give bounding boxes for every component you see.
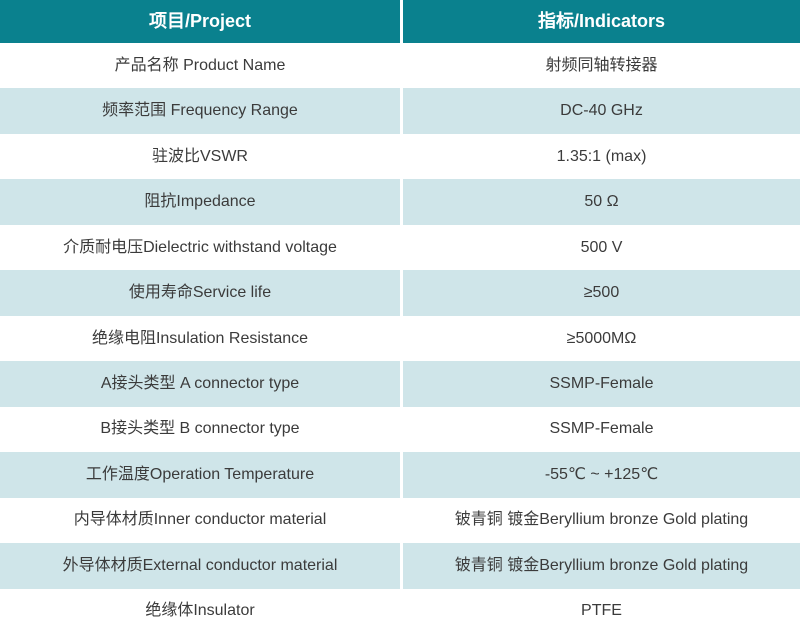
- indicator-cell: 射频同轴转接器: [400, 43, 800, 89]
- indicator-cell: 铍青铜 镀金Beryllium bronze Gold plating: [400, 543, 800, 589]
- project-cell: 内导体材质Inner conductor material: [73, 511, 327, 529]
- indicator-cell: 500 V: [400, 224, 800, 271]
- indicator-cell: DC-40 GHz: [400, 88, 800, 134]
- project-cell: A接头类型 A connector type: [100, 375, 300, 393]
- table-row: 绝缘电阻Insulation Resistance ≥5000MΩ: [0, 315, 800, 362]
- table-row: 驻波比VSWR 1.35:1 (max): [0, 133, 800, 180]
- table-row: 绝缘体Insulator PTFE: [0, 588, 800, 634]
- project-cell: B接头类型 B connector type: [100, 420, 300, 438]
- project-cell: 产品名称 Product Name: [114, 56, 286, 74]
- table-row: 工作温度Operation Temperature -55℃ ~ +125℃: [0, 452, 800, 498]
- table-row: 内导体材质Inner conductor material 铍青铜 镀金Bery…: [0, 497, 800, 544]
- table-row: 频率范围 Frequency Range DC-40 GHz: [0, 88, 800, 134]
- indicator-cell: 50 Ω: [400, 179, 800, 225]
- indicator-cell: SSMP-Female: [400, 406, 800, 453]
- indicator-cell: PTFE: [400, 588, 800, 634]
- indicator-cell: ≥500: [400, 270, 800, 316]
- header-project: 项目/Project: [148, 11, 252, 32]
- table-row: B接头类型 B connector type SSMP-Female: [0, 406, 800, 453]
- header-indicators: 指标/Indicators: [400, 0, 800, 43]
- table-row: 使用寿命Service life ≥500: [0, 270, 800, 316]
- indicator-cell: 铍青铜 镀金Beryllium bronze Gold plating: [400, 497, 800, 544]
- project-cell: 工作温度Operation Temperature: [85, 465, 315, 483]
- project-cell: 驻波比VSWR: [151, 147, 248, 165]
- table-body: 产品名称 Product Name 射频同轴转接器 频率范围 Frequency…: [0, 43, 800, 634]
- table-row: 阻抗Impedance 50 Ω: [0, 179, 800, 225]
- project-cell: 阻抗Impedance: [144, 193, 256, 211]
- table-row: 产品名称 Product Name 射频同轴转接器: [0, 43, 800, 89]
- project-cell: 外导体材质External conductor material: [62, 556, 338, 574]
- indicator-cell: 1.35:1 (max): [400, 133, 800, 180]
- table-row: A接头类型 A connector type SSMP-Female: [0, 361, 800, 407]
- project-cell: 使用寿命Service life: [128, 284, 272, 302]
- table-row: 外导体材质External conductor material 铍青铜 镀金B…: [0, 543, 800, 589]
- indicator-cell: ≥5000MΩ: [400, 315, 800, 362]
- project-cell: 频率范围 Frequency Range: [102, 102, 298, 120]
- table-row: 介质耐电压Dielectric withstand voltage 500 V: [0, 224, 800, 271]
- project-cell: 介质耐电压Dielectric withstand voltage: [63, 238, 337, 256]
- project-cell: 绝缘体Insulator: [145, 602, 255, 620]
- indicator-cell: SSMP-Female: [400, 361, 800, 407]
- table-header-row: 项目/Project 指标/Indicators: [0, 0, 800, 43]
- project-cell: 绝缘电阻Insulation Resistance: [91, 329, 309, 347]
- indicator-cell: -55℃ ~ +125℃: [400, 452, 800, 498]
